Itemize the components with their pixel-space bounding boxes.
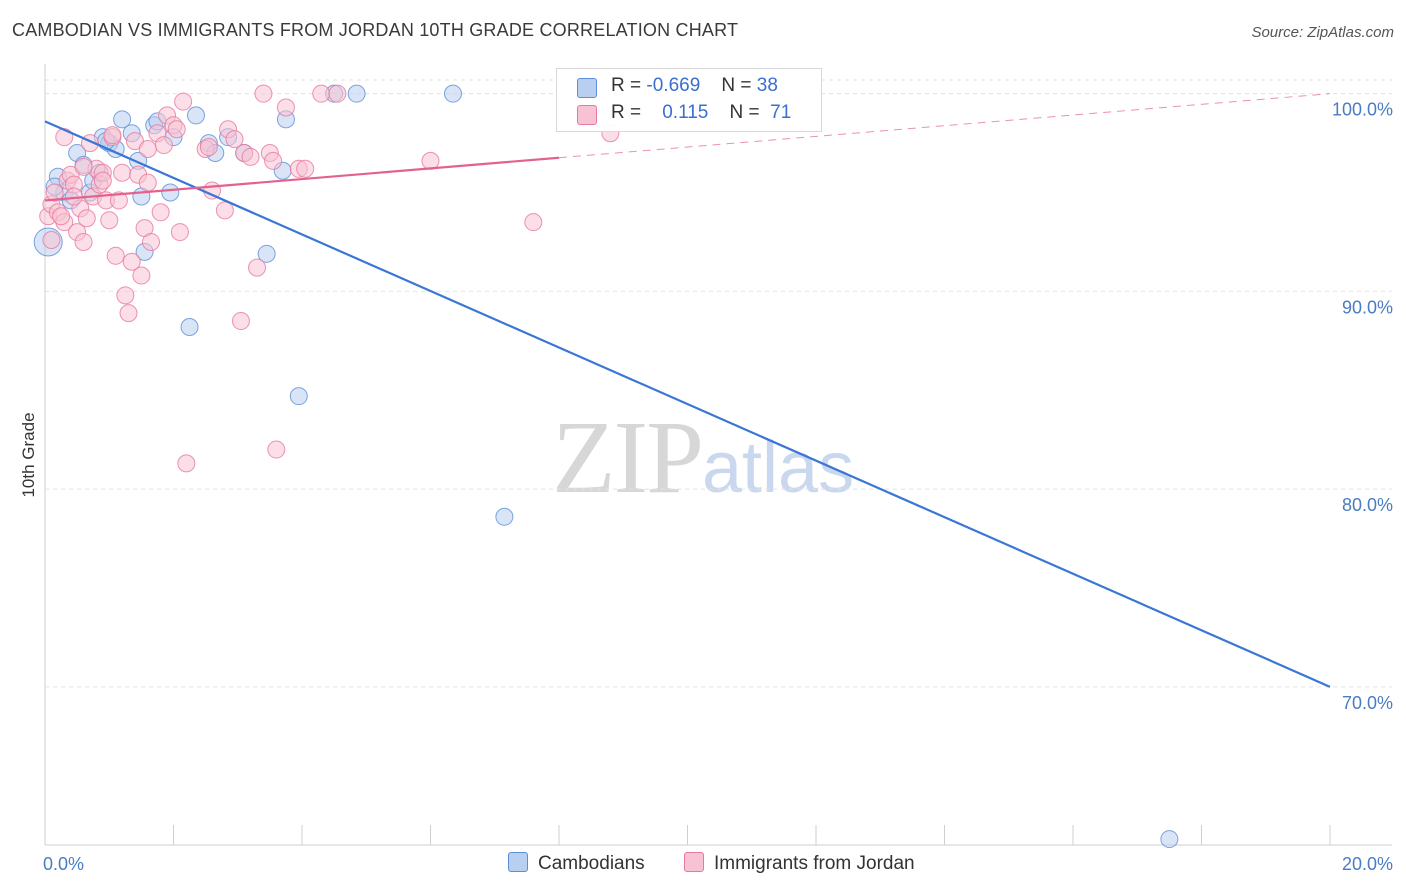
- cambodians-point: [161, 183, 180, 202]
- jordan-point: [174, 92, 193, 111]
- jordan-point: [312, 84, 331, 103]
- legend-r-label: R =: [611, 102, 642, 123]
- jordan-point: [93, 171, 112, 190]
- legend-n-label: N =: [721, 75, 752, 96]
- cambodians-trend-line: [44, 120, 1331, 688]
- jordan-point: [267, 440, 286, 459]
- legend-n-value: 38: [756, 75, 778, 96]
- jordan-point: [106, 246, 125, 265]
- jordan-trend-extension: [558, 93, 1331, 159]
- jordan-point: [231, 312, 250, 331]
- jordan-point: [142, 232, 161, 251]
- legend-text-cambodians: R = -0.669 N = 38: [611, 75, 778, 97]
- jordan-point: [103, 126, 122, 145]
- bottom-legend-jordan: Immigrants from Jordan: [684, 852, 915, 875]
- jordan-point: [151, 203, 170, 222]
- chart-source: Source: ZipAtlas.com: [1251, 24, 1394, 41]
- bottom-legend-label-cambodians: Cambodians: [538, 853, 645, 874]
- x-tick-label: 0.0%: [43, 854, 84, 874]
- x-tick-label: 20.0%: [1342, 854, 1393, 874]
- jordan-point: [109, 191, 128, 210]
- jordan-point: [113, 163, 132, 182]
- jordan-point: [45, 183, 64, 202]
- legend-r-value: -0.669: [646, 75, 701, 96]
- cambodians-point: [113, 110, 132, 129]
- jordan-point: [225, 130, 244, 149]
- jordan-point: [42, 230, 61, 249]
- jordan-point: [264, 151, 283, 170]
- jordan-point: [122, 252, 141, 271]
- watermark-sub: atlas: [702, 428, 855, 508]
- jordan-point: [170, 223, 189, 242]
- watermark-main: ZIP: [552, 400, 704, 515]
- jordan-point: [125, 132, 144, 151]
- jordan-point: [296, 159, 315, 178]
- jordan-trend-line: [44, 156, 560, 202]
- jordan-point: [215, 201, 234, 220]
- jordan-point: [55, 128, 74, 147]
- y-tick-label: 70.0%: [1342, 693, 1393, 713]
- legend-text-jordan: R = 0.115 N = 71: [611, 102, 791, 124]
- cambodians-point: [180, 317, 199, 336]
- jordan-point: [241, 147, 260, 166]
- bottom-legend-swatch-jordan: [684, 852, 704, 872]
- cambodians-point: [347, 84, 366, 103]
- bottom-legend-label-jordan: Immigrants from Jordan: [714, 853, 915, 874]
- cambodians-point: [495, 507, 514, 526]
- legend-swatch-cambodians: [577, 78, 597, 98]
- jordan-point: [119, 304, 138, 323]
- cambodians-point: [1160, 830, 1179, 849]
- jordan-point: [77, 209, 96, 228]
- legend: R = -0.669 N = 38 R = 0.115 N = 71: [556, 68, 822, 132]
- jordan-point: [276, 98, 295, 117]
- jordan-point: [328, 84, 347, 103]
- jordan-point: [132, 266, 151, 285]
- jordan-point: [116, 286, 135, 305]
- jordan-point: [254, 84, 273, 103]
- watermark: ZIPatlas: [552, 398, 854, 517]
- jordan-point: [100, 211, 119, 230]
- jordan-point: [524, 213, 543, 232]
- y-tick-label: 100.0%: [1332, 100, 1393, 120]
- cambodians-point: [443, 84, 462, 103]
- jordan-point: [138, 140, 157, 159]
- jordan-point: [52, 207, 71, 226]
- legend-r-value: 0.115: [662, 102, 709, 123]
- jordan-point: [138, 173, 157, 192]
- jordan-point: [199, 138, 218, 157]
- chart-title: CAMBODIAN VS IMMIGRANTS FROM JORDAN 10TH…: [12, 20, 739, 40]
- y-tick-label: 80.0%: [1342, 495, 1393, 515]
- bottom-legend-cambodians: Cambodians: [508, 852, 645, 875]
- cambodians-point: [186, 106, 205, 125]
- jordan-point: [167, 120, 186, 139]
- jordan-point: [74, 232, 93, 251]
- legend-swatch-jordan: [577, 105, 597, 125]
- legend-n-value: 71: [770, 102, 792, 123]
- jordan-point: [177, 454, 196, 473]
- y-tick-label: 90.0%: [1342, 297, 1393, 317]
- legend-n-label: N =: [729, 102, 760, 123]
- legend-r-label: R =: [611, 75, 642, 96]
- cambodians-point: [289, 387, 308, 406]
- bottom-legend-swatch-cambodians: [508, 852, 528, 872]
- cambodians-point: [257, 244, 276, 263]
- jordan-point: [248, 258, 267, 277]
- jordan-point: [154, 136, 173, 155]
- y-axis-label: 10th Grade: [19, 412, 38, 497]
- jordan-point: [74, 157, 93, 176]
